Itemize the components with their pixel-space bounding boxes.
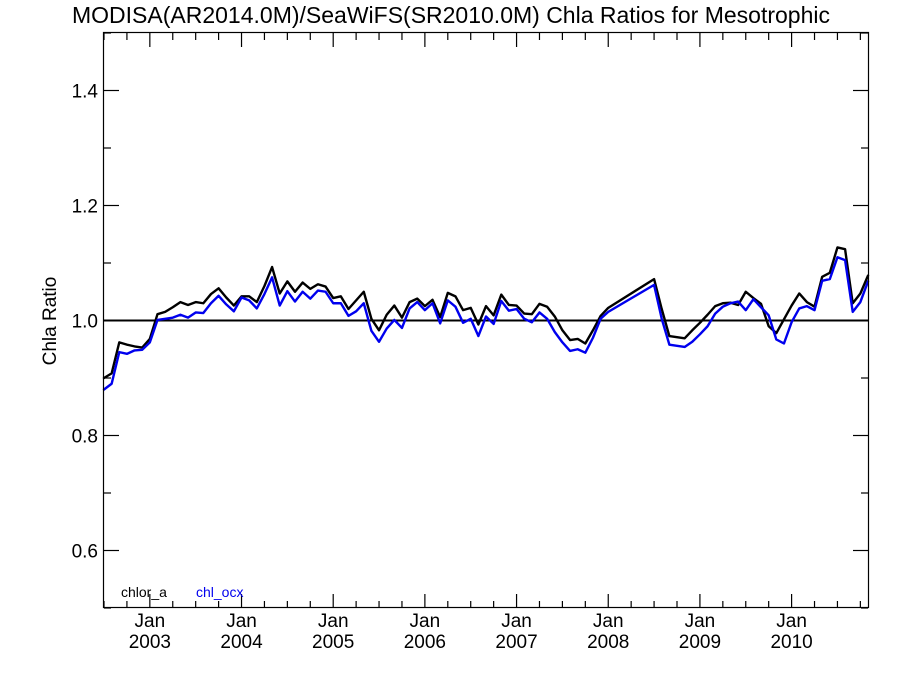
x-tick-year-label: 2009 <box>679 632 721 653</box>
x-tick-month-label: Jan <box>135 611 166 632</box>
x-tick-month-label: Jan <box>501 611 532 632</box>
plot-frame <box>102 31 870 609</box>
x-tick-year-label: 2007 <box>495 632 537 653</box>
legend-entry-chlor-a: chlor_a <box>121 584 167 600</box>
x-tick-year-label: 2010 <box>770 632 812 653</box>
y-tick-labels: 0.6 0.8 1.0 1.2 1.4 <box>72 82 99 563</box>
x-tick-year-label: 2005 <box>312 632 354 653</box>
y-axis-label: Chla Ratio <box>40 277 61 366</box>
y-tick-label: 0.6 <box>72 542 98 563</box>
x-tick-month-label: Jan <box>593 611 624 632</box>
x-tick-year-label: 2004 <box>220 632 263 653</box>
legend-entry-chl-ocx: chl_ocx <box>196 584 243 600</box>
x-tick-year-label: 2008 <box>587 632 629 653</box>
series-line-chl-ocx <box>102 256 870 391</box>
legend: chlor_a chl_ocx <box>121 584 243 600</box>
chart-title: MODISA(AR2014.0M)/SeaWiFS(SR2010.0M) Chl… <box>72 2 830 28</box>
x-tick-year-label: 2003 <box>129 632 171 653</box>
y-tick-label: 1.0 <box>72 312 98 333</box>
y-tick-label: 1.4 <box>72 82 99 103</box>
y-tick-label: 1.2 <box>72 197 98 218</box>
x-tick-month-label: Jan <box>226 611 257 632</box>
x-tick-month-label: Jan <box>685 611 716 632</box>
x-tick-labels: Jan2003Jan2004Jan2005Jan2006Jan2007Jan20… <box>129 611 813 653</box>
series-line-chlor-a <box>102 246 870 380</box>
series-lines <box>102 246 870 391</box>
x-tick-year-label: 2006 <box>404 632 446 653</box>
x-tick-month-label: Jan <box>318 611 349 632</box>
y-tick-label: 0.8 <box>72 427 98 448</box>
x-tick-month-label: Jan <box>776 611 807 632</box>
x-tick-month-label: Jan <box>410 611 441 632</box>
